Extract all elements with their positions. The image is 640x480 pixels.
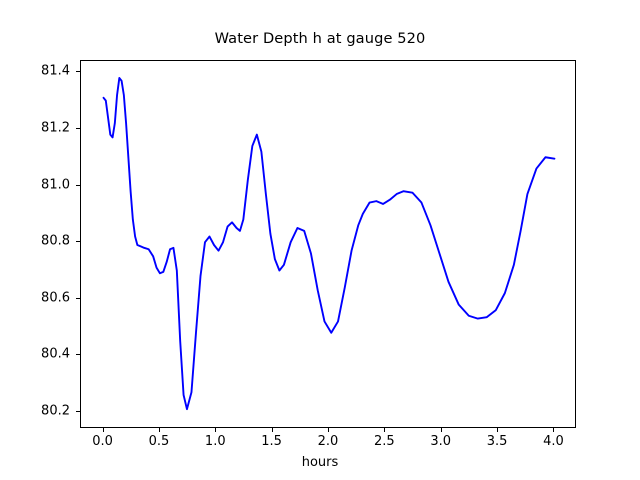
x-tick-mark: [440, 428, 442, 432]
y-tick-label: 80.2: [41, 403, 70, 419]
x-tick-mark: [497, 428, 499, 432]
x-tick-mark: [158, 428, 160, 432]
data-line-plot: [102, 77, 556, 411]
x-tick-label: 2.0: [317, 434, 339, 449]
x-tick-mark: [102, 428, 104, 432]
x-tick-label: 4.0: [543, 434, 564, 449]
x-tick-label: 0.0: [92, 434, 113, 449]
x-tick-mark: [384, 428, 386, 432]
x-tick-label: 3.0: [430, 434, 452, 449]
y-tick-label: 80.6: [41, 290, 70, 306]
x-tick-label: 3.5: [486, 434, 508, 449]
y-tick-mark: [76, 184, 80, 186]
y-tick-mark: [76, 127, 80, 129]
x-tick-label: 2.5: [374, 434, 395, 449]
x-tick-mark: [215, 428, 217, 432]
y-tick-label: 81.4: [41, 63, 70, 79]
series-h-line: [102, 77, 556, 411]
y-tick-label: 81.0: [41, 177, 70, 193]
chart-title: Water Depth h at gauge 520: [214, 30, 426, 47]
y-tick-label: 80.4: [41, 346, 70, 362]
y-tick-mark: [76, 297, 80, 299]
y-tick-mark: [76, 241, 80, 243]
x-tick-mark: [553, 428, 555, 432]
x-tick-mark: [328, 428, 329, 432]
y-tick-mark: [76, 71, 80, 73]
x-tick-label: 0.5: [148, 434, 170, 449]
y-tick-label: 81.2: [41, 120, 70, 136]
x-tick-mark: [271, 428, 273, 432]
x-tick-label: 1.0: [204, 434, 226, 449]
plot-axes: [80, 60, 576, 428]
x-tick-label: 1.5: [261, 434, 282, 449]
y-tick-mark: [76, 354, 80, 356]
y-tick-label: 80.8: [41, 233, 70, 249]
y-tick-mark: [76, 411, 80, 412]
x-axis-label: hours: [301, 455, 339, 470]
